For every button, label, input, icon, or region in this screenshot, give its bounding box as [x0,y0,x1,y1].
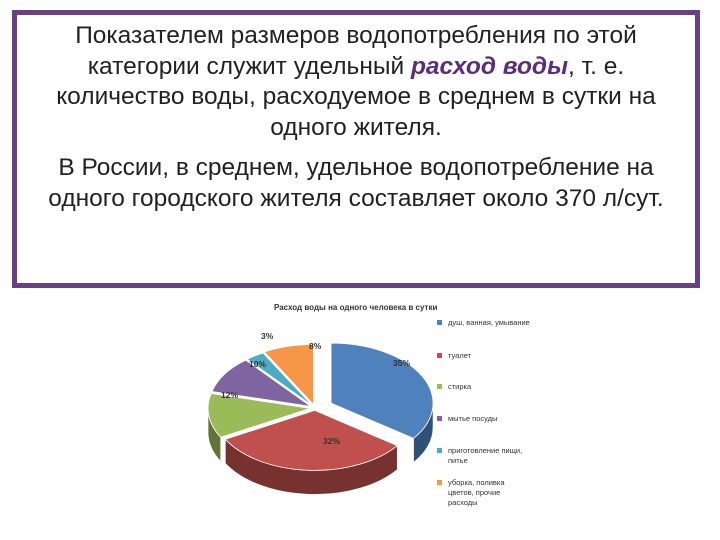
legend-label-4: приготовление пищи, питье [448,446,523,465]
legend-label-3: мытье посуды [448,414,498,423]
legend-swatch-3 [437,416,442,421]
paragraph-russia-consumption: В России, в среднем, удельное водопотреб… [48,154,664,212]
pie-slice-4 [246,352,313,406]
legend-swatch-0 [437,320,442,325]
pie-data-label-4: 3% [261,331,274,341]
legend-label-0: душ, ванная, умывание [448,318,530,327]
legend-label-2: стирка [448,382,472,391]
pie-data-label-5: 8% [309,341,322,351]
emphasized-term: расход воды [410,52,569,80]
legend-label-5: уборка, поливка цветов, прочие расходы [448,478,505,507]
pie-slice-0 [330,342,434,439]
legend-swatch-4 [437,448,442,453]
paragraph-definition-end: , т. е. количество воды, расходуемое в с… [56,52,656,141]
legend-swatch-5 [437,480,442,485]
chart-title: Расход воды на одного человека в сутки [274,303,438,312]
pie-data-label-0: 35% [393,358,410,368]
pie-slice-5 [263,344,314,406]
pie-chart-plot: 35% 32% 12% 10% 3% 8% [207,331,434,495]
legend-label-1: туалет [448,351,472,360]
pie-slice-1 [224,409,399,471]
pie-slice-2 [207,393,311,438]
paragraph-definition: Показателем размеров водопотребления по … [23,21,689,143]
pie-data-label-2: 12% [221,390,238,400]
legend-swatch-2 [437,384,442,389]
paragraph-definition-start: Показателем размеров водопотребления по … [75,22,637,80]
legend-swatch-1 [437,353,442,358]
pie-data-label-3: 10% [249,359,266,369]
pie-slice-3 [211,359,312,407]
pie-chart: 35% 32% 12% 10% 3% 8% Расход воды на одного ч… [205,296,505,536]
pie-data-label-1: 32% [323,436,340,446]
text-box: Показателем размеров водопотребления по … [12,10,700,288]
